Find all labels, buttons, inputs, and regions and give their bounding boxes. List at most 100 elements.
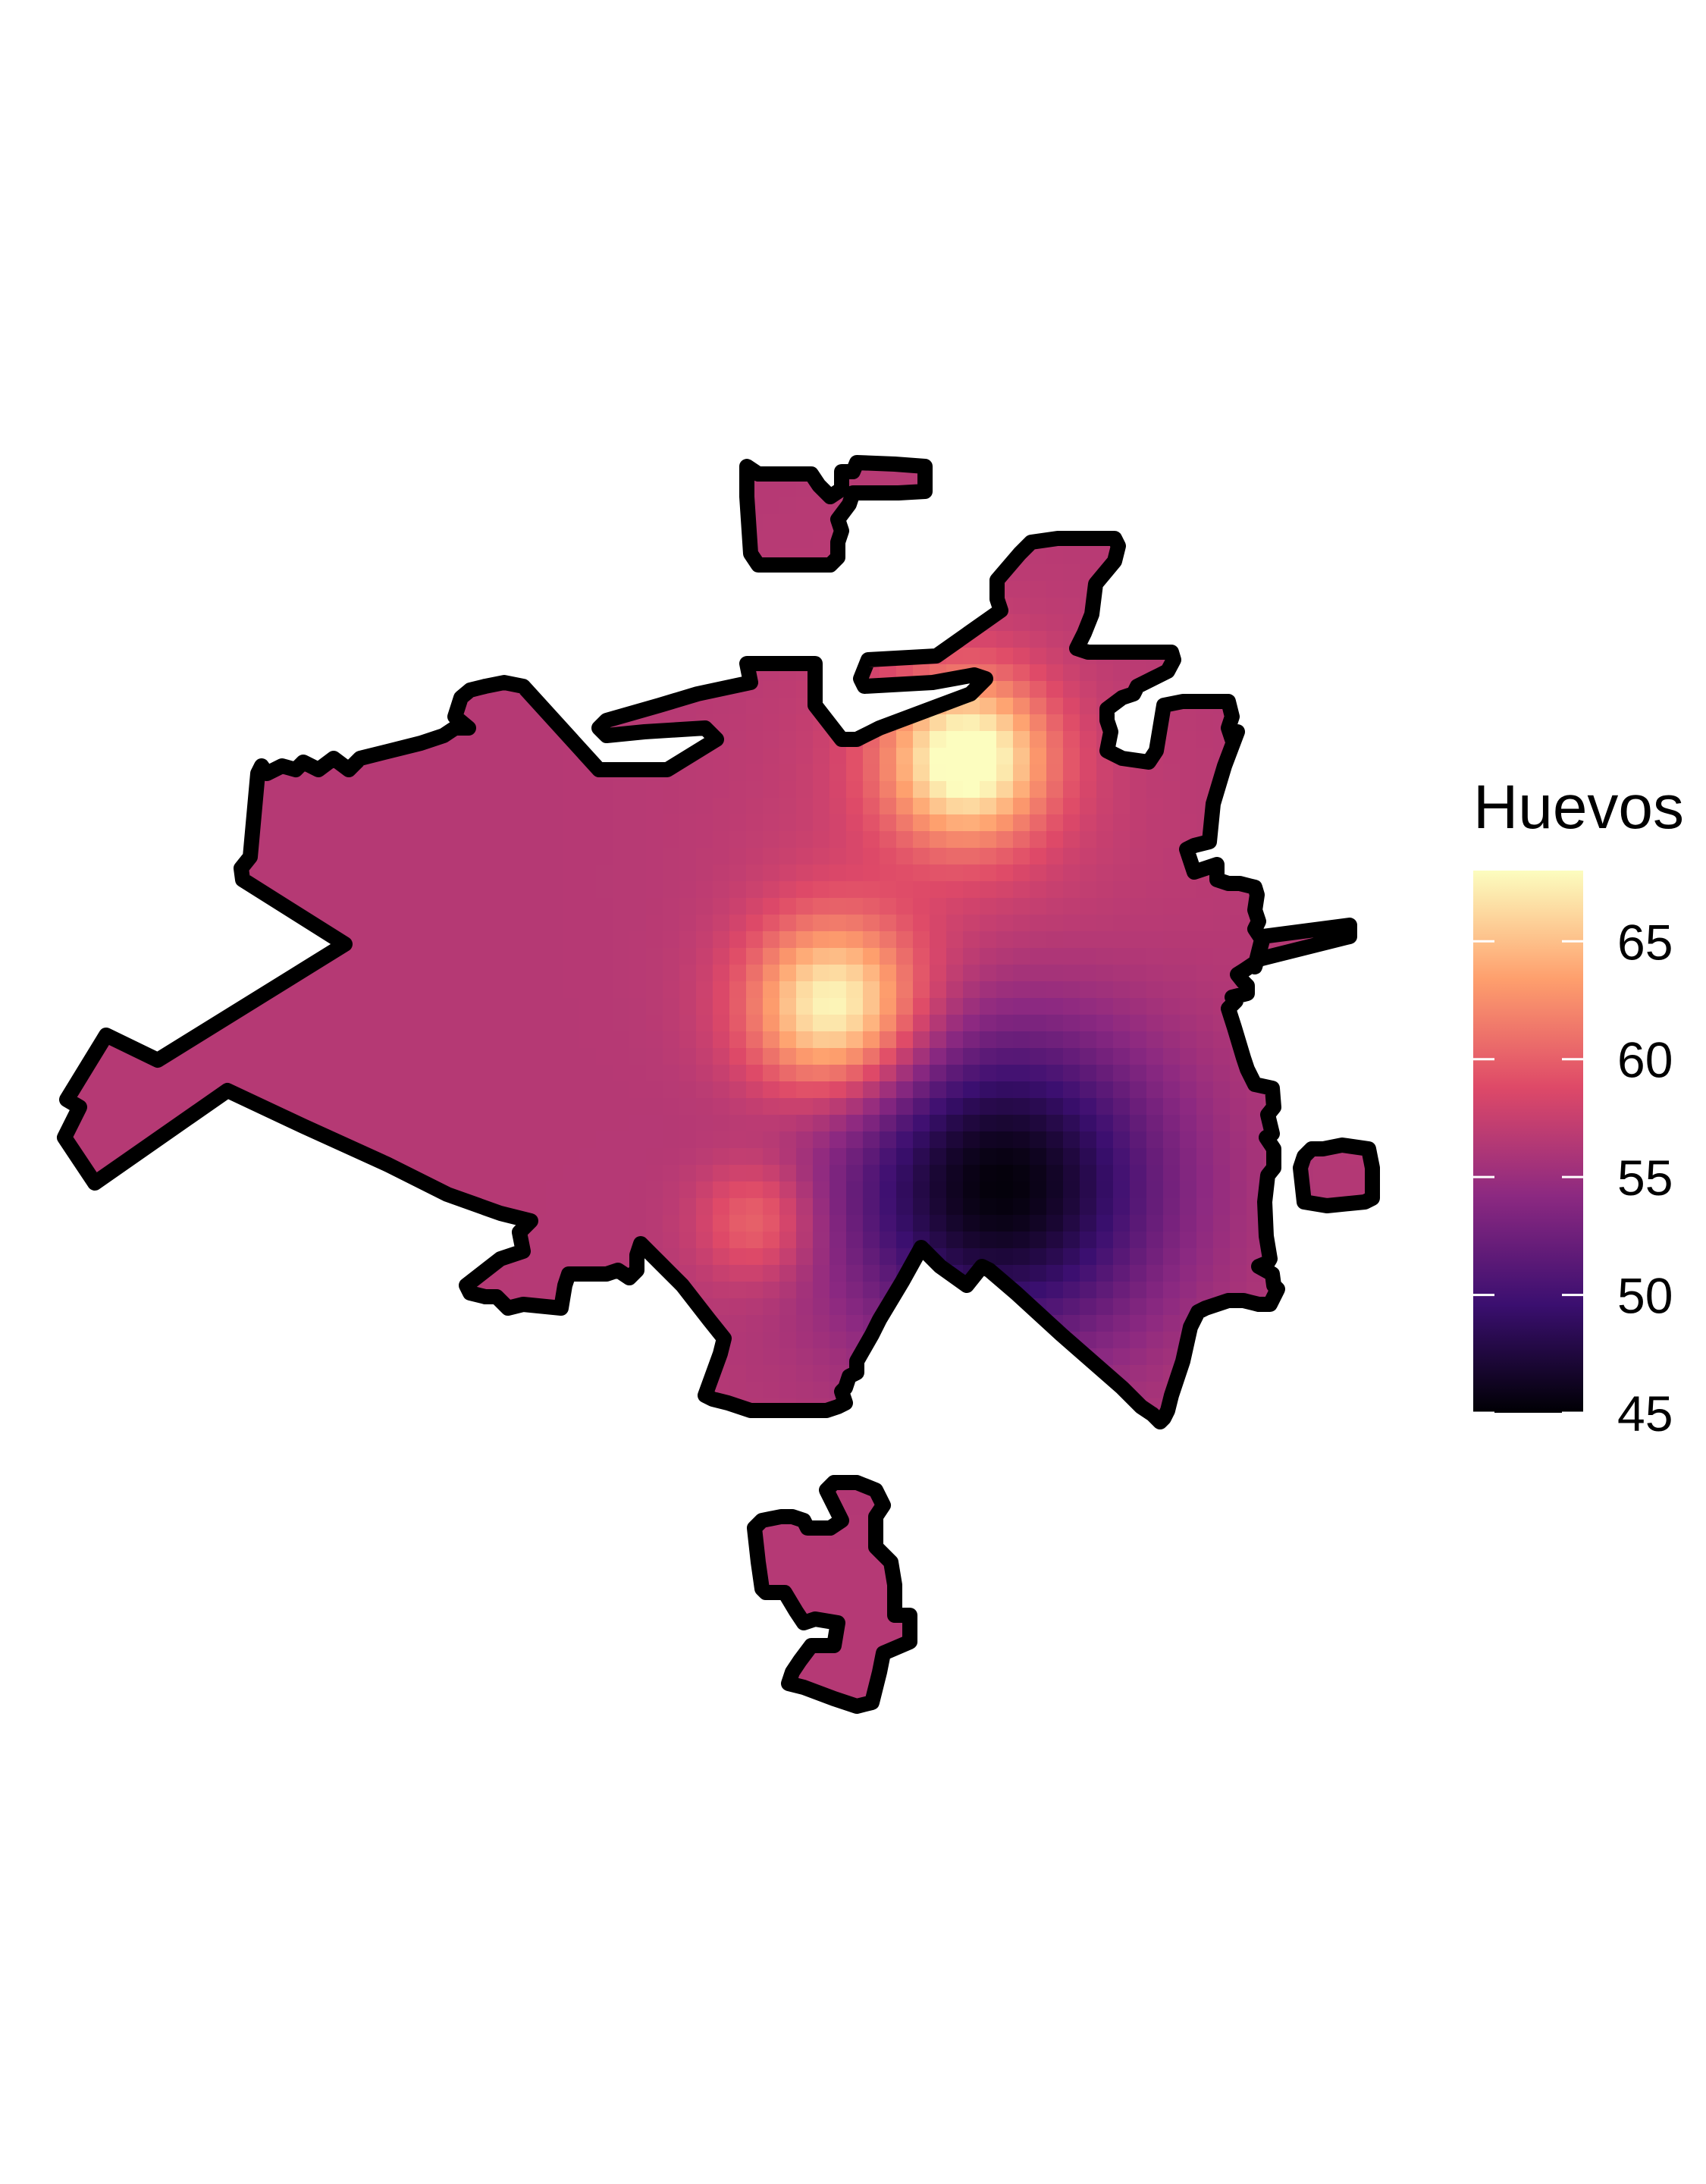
raster-cell [446,514,463,532]
raster-cell [246,648,263,665]
raster-cell [779,998,797,1015]
raster-cell [946,1465,964,1483]
raster-cell [146,848,163,865]
raster-cell [779,1248,797,1266]
raster-cell [613,1448,630,1466]
raster-cell [64,1448,80,1466]
raster-cell [1297,831,1314,849]
raster-cell [1230,514,1247,532]
raster-cell [813,1048,830,1065]
raster-cell [179,831,196,849]
raster-cell [1196,931,1214,949]
raster-cell [763,748,780,765]
raster-cell [1196,481,1214,498]
raster-cell [446,1448,463,1466]
raster-cell [1130,463,1147,465]
raster-cell [1380,614,1397,632]
raster-cell [279,1282,296,1299]
raster-cell [863,1048,880,1065]
raster-cell [513,764,530,782]
raster-cell [746,915,764,932]
raster-cell [1080,514,1097,532]
raster-cell [1113,981,1131,999]
raster-cell [646,1048,663,1065]
raster-cell [913,1115,930,1132]
raster-cell [279,464,296,482]
raster-cell [479,931,497,949]
raster-cell [1096,1198,1114,1216]
raster-cell [1146,1148,1164,1166]
raster-cell [563,1382,580,1399]
raster-cell [1280,748,1297,765]
raster-cell [496,965,513,982]
raster-cell [1313,581,1331,598]
raster-cell [1080,698,1097,715]
raster-cell [629,1065,647,1082]
raster-cell [429,1015,447,1032]
raster-cell [663,1131,680,1149]
raster-cell [279,1298,296,1316]
raster-cell [663,1215,680,1232]
raster-cell [663,1432,680,1449]
raster-cell [980,1382,997,1399]
raster-cell [479,781,497,799]
raster-cell [212,581,230,598]
raster-cell [713,931,730,949]
raster-cell [429,781,447,799]
raster-cell [479,714,497,732]
raster-cell [1380,1282,1397,1299]
raster-cell [1263,698,1281,715]
raster-cell [162,1232,180,1249]
raster-cell [179,631,196,648]
raster-cell [1196,664,1214,682]
raster-cell [896,731,914,748]
raster-cell [179,864,196,882]
raster-cell [146,1031,163,1049]
raster-cell [996,798,1014,815]
raster-cell [729,1265,747,1282]
raster-cell [64,1265,80,1282]
raster-cell [362,1365,380,1382]
raster-cell [1297,698,1314,715]
raster-cell [1280,1031,1297,1049]
raster-cell [1213,1398,1231,1416]
raster-cell [829,998,847,1015]
raster-cell [463,1098,480,1116]
raster-cell [396,1415,413,1432]
raster-cell [1313,714,1331,732]
raster-cell [429,698,447,715]
raster-cell [45,915,63,932]
raster-cell [463,664,480,682]
raster-cell [996,764,1014,782]
raster-cell [946,464,964,482]
raster-cell [64,581,80,598]
raster-cell [679,814,697,832]
raster-cell [379,1432,397,1449]
raster-cell [763,814,780,832]
raster-cell [212,1215,230,1232]
raster-cell [563,581,580,598]
raster-cell [496,998,513,1015]
raster-cell [529,1081,547,1099]
raster-cell [1146,1298,1164,1316]
raster-cell [1096,764,1114,782]
raster-cell [1080,1198,1097,1216]
raster-cell [463,614,480,632]
raster-cell [829,1232,847,1249]
raster-cell [1247,1015,1264,1032]
raster-cell [629,464,647,482]
raster-cell [246,598,263,615]
raster-cell [813,1148,830,1166]
raster-cell [362,481,380,498]
raster-cell [64,463,80,465]
raster-cell [529,1181,547,1199]
raster-cell [913,998,930,1015]
raster-cell [129,1265,146,1282]
raster-cell [946,581,964,598]
raster-cell [579,1282,597,1299]
raster-cell [579,531,597,548]
raster-cell [596,1115,613,1132]
raster-cell [629,531,647,548]
raster-cell [212,965,230,982]
raster-cell [1046,965,1064,982]
